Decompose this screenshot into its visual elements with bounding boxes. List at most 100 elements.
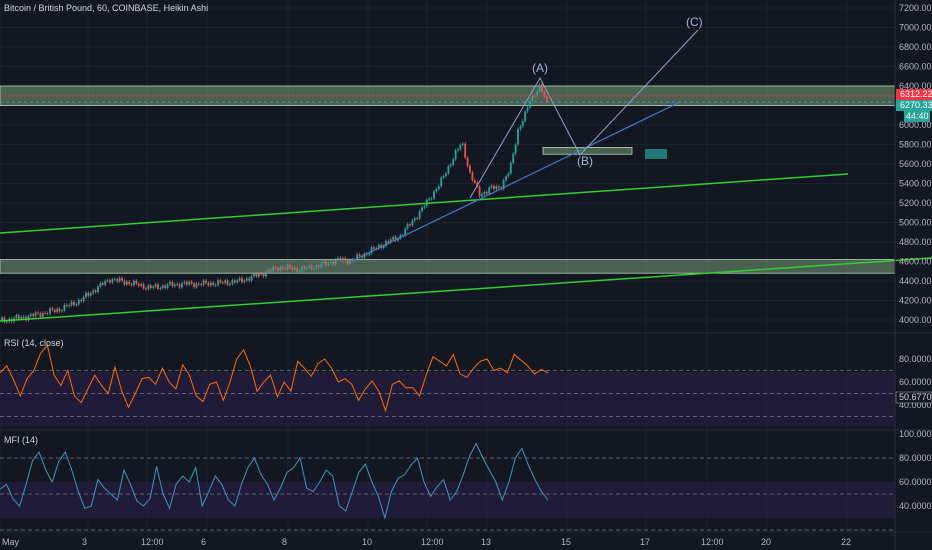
candle-body: [337, 257, 339, 260]
candle-body: [495, 186, 498, 189]
candle-body: [423, 206, 426, 208]
candle-body: [133, 280, 135, 286]
candle-body: [130, 283, 133, 286]
price-tick-label: 6600.00: [899, 62, 932, 72]
candle-body: [248, 278, 251, 281]
price-tick-label: 4600.00: [899, 257, 932, 267]
candle-body: [236, 280, 239, 283]
candle-body: [490, 185, 493, 188]
candle-body: [121, 278, 123, 281]
candle-body: [488, 187, 491, 194]
candle-body: [29, 314, 32, 317]
candle-body: [262, 273, 265, 277]
price-tick-label: 5200.00: [899, 198, 932, 208]
candle-body: [176, 284, 179, 286]
mfi-axis: 100.0000 80.0000 60.0000 40.0000: [899, 429, 932, 511]
rsi-tick-label: 40.0000: [899, 400, 932, 410]
candle-body: [298, 271, 301, 273]
candle-body: [53, 309, 56, 313]
time-tick-label: 10: [362, 537, 372, 547]
candle-body: [169, 282, 171, 285]
wave-c-label: (C): [686, 15, 703, 29]
candle-body: [471, 172, 474, 181]
candle-body: [279, 266, 282, 271]
candle-body: [188, 281, 191, 285]
candle-body: [161, 285, 164, 289]
candle-body: [116, 279, 119, 282]
candle-body: [447, 166, 450, 174]
candle-body: [361, 256, 363, 258]
candle-group: [1, 82, 548, 324]
candle-body: [173, 284, 176, 287]
candle-body: [65, 304, 68, 306]
time-tick-label: 12:00: [141, 537, 164, 547]
candle-body: [303, 266, 306, 269]
candle-body: [41, 312, 44, 317]
candle-body: [401, 235, 404, 237]
candle-body: [397, 238, 399, 241]
candle-body: [416, 218, 419, 220]
candle-body: [308, 265, 311, 268]
candle-body: [394, 236, 397, 241]
candle-body: [229, 284, 231, 286]
candle-body: [286, 264, 289, 270]
time-tick-label: 17: [640, 537, 650, 547]
candle-body: [77, 299, 80, 305]
lower-channel-line[interactable]: [0, 257, 932, 322]
candle-body: [166, 284, 169, 288]
time-tick-label: 8: [282, 537, 287, 547]
time-tick-label: 12:00: [421, 537, 444, 547]
candle-body: [5, 321, 8, 323]
upper-channel-line[interactable]: [0, 173, 849, 234]
candle-body: [75, 304, 78, 306]
price-tick-label: 7000.00: [899, 23, 932, 33]
candle-body: [125, 281, 128, 285]
candle-body: [226, 280, 229, 285]
target-zone-tag: [645, 149, 667, 159]
candle-body: [217, 280, 219, 286]
candle-body: [37, 312, 39, 314]
candle-body: [56, 308, 59, 313]
candle-body: [322, 261, 325, 264]
candle-body: [219, 280, 222, 283]
candle-body: [44, 312, 47, 314]
wave-projection-line[interactable]: [469, 29, 699, 199]
candle-body: [452, 159, 455, 165]
candle-body: [212, 282, 215, 286]
candle-body: [284, 268, 287, 270]
candle-body: [406, 224, 409, 229]
candle-body: [269, 270, 272, 272]
candle-body: [389, 239, 392, 243]
candle-body: [241, 278, 243, 283]
candle-body: [521, 120, 524, 127]
last-price-text: 6312.22: [900, 89, 932, 99]
candle-body: [193, 283, 195, 288]
zone-group: [0, 85, 896, 274]
mfi-tick-label: 100.0000: [899, 429, 932, 439]
candle-body: [368, 253, 371, 255]
candle-body: [526, 107, 529, 112]
candle-body: [310, 265, 313, 270]
candle-body: [274, 266, 277, 269]
candle-body: [157, 284, 159, 289]
rsi-line[interactable]: [0, 344, 549, 413]
candle-body: [128, 281, 131, 284]
candle-body: [428, 198, 431, 200]
candle-body: [200, 283, 203, 286]
mfi-title: MFI (14): [4, 435, 38, 445]
price-tick-label: 5000.00: [899, 218, 932, 228]
countdown-tag: [904, 111, 930, 122]
candle-body: [296, 267, 299, 272]
candle-body: [469, 166, 471, 173]
candle-body: [433, 191, 435, 199]
candle-body: [34, 312, 37, 317]
candle-body: [1, 317, 3, 321]
mfi-line[interactable]: [0, 442, 549, 520]
candle-body: [317, 265, 320, 268]
rising-trendline[interactable]: [349, 101, 681, 263]
price-tick-label: 4000.00: [899, 315, 932, 325]
candle-body: [281, 266, 284, 269]
candle-body: [445, 173, 447, 177]
candle-body: [370, 247, 373, 254]
